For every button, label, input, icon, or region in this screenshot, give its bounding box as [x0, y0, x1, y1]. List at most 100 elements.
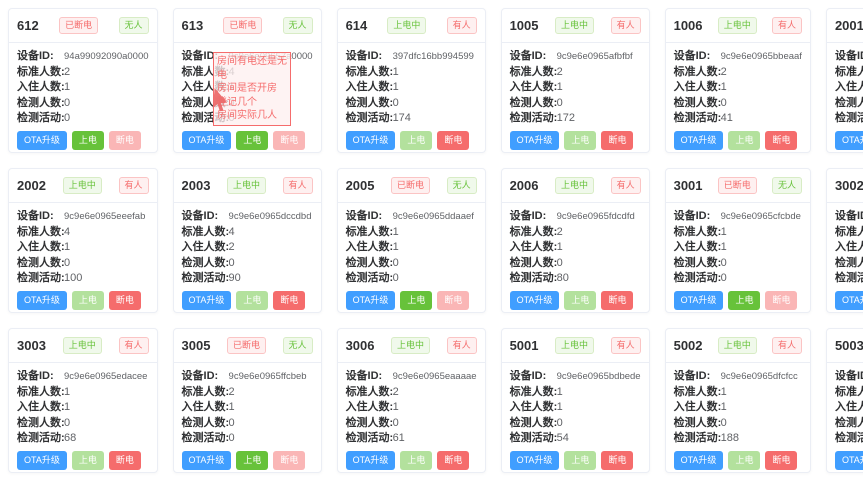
standard-count-value: 2	[392, 385, 399, 398]
power-on-button[interactable]: 上电	[564, 130, 597, 150]
power-on-button[interactable]: 上电	[71, 450, 104, 470]
power-on-button[interactable]: 上电	[71, 290, 104, 310]
card-body: 设备ID: 9c9e6e0965eaaaae 标准人数: 2 入住人数: 1 检…	[338, 363, 485, 448]
power-off-button[interactable]: 断电	[765, 130, 798, 150]
power-on-button[interactable]: 上电	[728, 450, 761, 470]
power-off-button[interactable]: 断电	[437, 450, 470, 470]
ota-upgrade-button[interactable]: OTA升级	[345, 450, 396, 470]
detected-activity-label: 检测活动:	[17, 112, 65, 124]
ota-upgrade-button[interactable]: OTA升级	[181, 290, 232, 310]
room-number: 1005	[509, 18, 539, 33]
detected-activity-label: 检测活动:	[673, 432, 722, 444]
device-id-row: 设备ID: 9c9e6e0965bdbede	[510, 369, 641, 385]
standard-count-value: 1	[720, 225, 727, 238]
power-on-button[interactable]: 上电	[400, 130, 433, 150]
standard-count-row: 标准人数: 3	[835, 65, 863, 81]
power-off-button[interactable]: 断电	[108, 130, 141, 150]
standard-count-label: 标准人数:	[673, 225, 722, 238]
card-body: 设备ID: 9c9e6e0965bbabea 标准人数: 4 入住人数: 1 检…	[827, 363, 863, 448]
detected-count-value: 0	[228, 256, 235, 269]
device-id-row: 设备ID: 9c9e6e0965ddaaef	[346, 209, 477, 225]
ota-upgrade-button[interactable]: OTA升级	[17, 290, 67, 310]
detected-count-row: 检测人数: 0	[17, 96, 149, 112]
ota-upgrade-button[interactable]: OTA升级	[834, 130, 863, 150]
ota-upgrade-button[interactable]: OTA升级	[17, 450, 67, 470]
power-off-button[interactable]: 断电	[108, 450, 141, 470]
card-header: 1006 上电中 有人	[665, 9, 810, 43]
ota-upgrade-button[interactable]: OTA升级	[509, 130, 560, 150]
checkin-count-row: 入住人数: 1	[835, 400, 863, 416]
detected-activity-value: 41	[720, 112, 733, 124]
ota-upgrade-button[interactable]: OTA升级	[834, 290, 863, 310]
power-on-button[interactable]: 上电	[236, 130, 269, 150]
ota-upgrade-button[interactable]: OTA升级	[673, 130, 724, 150]
occupancy-status-badge: 有人	[118, 337, 149, 354]
detected-activity-row: 检测活动: 105	[835, 111, 863, 127]
checkin-count-value: 1	[392, 81, 399, 93]
ota-upgrade-button[interactable]: OTA升级	[509, 290, 560, 310]
power-on-button[interactable]: 上电	[400, 290, 433, 310]
device-id-label: 设备ID:	[17, 210, 54, 222]
device-id-label: 设备ID:	[509, 210, 547, 222]
detected-activity-row: 检测活动: 0	[17, 111, 149, 127]
power-on-button[interactable]: 上电	[71, 130, 104, 150]
ota-upgrade-button[interactable]: OTA升级	[834, 450, 863, 470]
power-off-button[interactable]: 断电	[273, 130, 306, 150]
standard-count-label: 标准人数:	[17, 385, 65, 398]
detected-count-label: 检测人数:	[509, 256, 558, 269]
device-card: 1005 上电中 有人 设备ID: 9c9e6e0965afbfbf 标准人数:…	[500, 8, 650, 153]
detected-count-value: 0	[720, 416, 727, 429]
ota-upgrade-button[interactable]: OTA升级	[345, 290, 396, 310]
power-status-badge: 上电中	[391, 337, 431, 354]
card-actions: OTA升级 上电 断电	[9, 288, 157, 319]
ota-upgrade-button[interactable]: OTA升级	[673, 450, 724, 470]
device-id-row: 设备ID: 9c9e6e0965ffcbeb	[182, 369, 313, 385]
card-actions: OTA升级 上电 断电	[338, 288, 485, 319]
power-status-badge: 已断电	[227, 337, 267, 354]
ota-upgrade-button[interactable]: OTA升级	[181, 130, 232, 150]
detected-count-row: 检测人数: 0	[182, 256, 313, 272]
ota-upgrade-button[interactable]: OTA升级	[17, 130, 67, 150]
power-off-button[interactable]: 断电	[765, 450, 798, 470]
power-on-button[interactable]: 上电	[236, 450, 269, 470]
card-actions: OTA升级 上电 断电	[666, 288, 810, 319]
checkin-count-row: 入住人数: 1	[346, 400, 477, 416]
room-number: 2006	[509, 178, 539, 193]
detected-activity-value: 100	[64, 272, 83, 284]
detected-activity-value: 61	[392, 432, 405, 444]
device-card: 3006 上电中 有人 设备ID: 9c9e6e0965eaaaae 标准人数:…	[336, 328, 486, 473]
detected-count-label: 检测人数:	[673, 416, 722, 429]
power-on-button[interactable]: 上电	[564, 290, 597, 310]
power-status-badge: 上电中	[555, 177, 595, 194]
power-on-button[interactable]: 上电	[564, 450, 597, 470]
ota-upgrade-button[interactable]: OTA升级	[181, 450, 232, 470]
power-off-button[interactable]: 断电	[437, 130, 470, 150]
ota-upgrade-button[interactable]: OTA升级	[509, 450, 560, 470]
ota-upgrade-button[interactable]: OTA升级	[673, 290, 724, 310]
power-on-button[interactable]: 上电	[728, 290, 761, 310]
power-on-button[interactable]: 上电	[400, 450, 433, 470]
power-off-button[interactable]: 断电	[601, 290, 634, 310]
room-number: 5001	[509, 338, 539, 353]
power-on-button[interactable]: 上电	[236, 290, 269, 310]
power-off-button[interactable]: 断电	[437, 290, 470, 310]
power-off-button[interactable]: 断电	[765, 290, 798, 310]
power-off-button[interactable]: 断电	[273, 290, 306, 310]
occupancy-status-badge: 无人	[118, 17, 149, 34]
standard-count-label: 标准人数:	[834, 65, 863, 78]
room-number: 3003	[17, 338, 46, 353]
power-on-button[interactable]: 上电	[728, 130, 761, 150]
power-status-badge: 上电中	[555, 337, 595, 354]
power-off-button[interactable]: 断电	[108, 290, 141, 310]
card-actions: OTA升级 上电 断电	[502, 128, 649, 159]
occupancy-status-badge: 有人	[446, 17, 477, 34]
power-off-button[interactable]: 断电	[601, 450, 634, 470]
standard-count-row: 标准人数: 1	[674, 225, 802, 241]
power-off-button[interactable]: 断电	[601, 130, 634, 150]
standard-count-row: 标准人数: 4	[182, 225, 313, 241]
power-off-button[interactable]: 断电	[273, 450, 306, 470]
ota-upgrade-button[interactable]: OTA升级	[345, 130, 396, 150]
standard-count-label: 标准人数:	[17, 225, 65, 238]
room-number: 3002	[834, 178, 863, 193]
